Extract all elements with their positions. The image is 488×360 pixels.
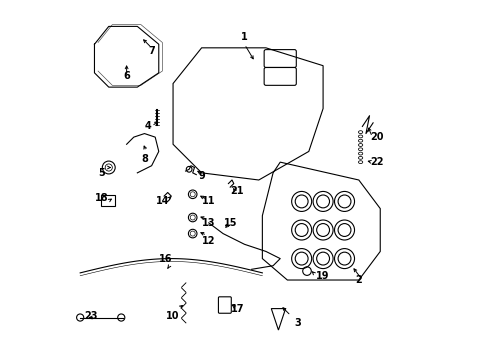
Text: 2: 2 xyxy=(355,275,362,285)
Text: 22: 22 xyxy=(369,157,383,167)
Text: 1: 1 xyxy=(241,32,247,42)
Text: 17: 17 xyxy=(230,303,244,314)
Text: 13: 13 xyxy=(202,218,215,228)
Text: 8: 8 xyxy=(141,154,147,163)
Text: 3: 3 xyxy=(294,318,301,328)
Text: 21: 21 xyxy=(230,186,244,196)
Text: 10: 10 xyxy=(166,311,180,321)
Text: 6: 6 xyxy=(123,71,130,81)
Text: 23: 23 xyxy=(84,311,98,321)
Text: 9: 9 xyxy=(198,171,204,181)
Text: 20: 20 xyxy=(369,132,383,142)
Text: 7: 7 xyxy=(148,46,155,57)
Text: 14: 14 xyxy=(155,197,169,206)
Text: 16: 16 xyxy=(159,253,172,264)
Text: 5: 5 xyxy=(98,168,105,178)
Text: 18: 18 xyxy=(95,193,108,203)
Text: 15: 15 xyxy=(223,218,237,228)
Text: 4: 4 xyxy=(144,121,151,131)
Text: 19: 19 xyxy=(316,271,329,282)
Text: 12: 12 xyxy=(202,236,215,246)
Text: 11: 11 xyxy=(202,197,215,206)
